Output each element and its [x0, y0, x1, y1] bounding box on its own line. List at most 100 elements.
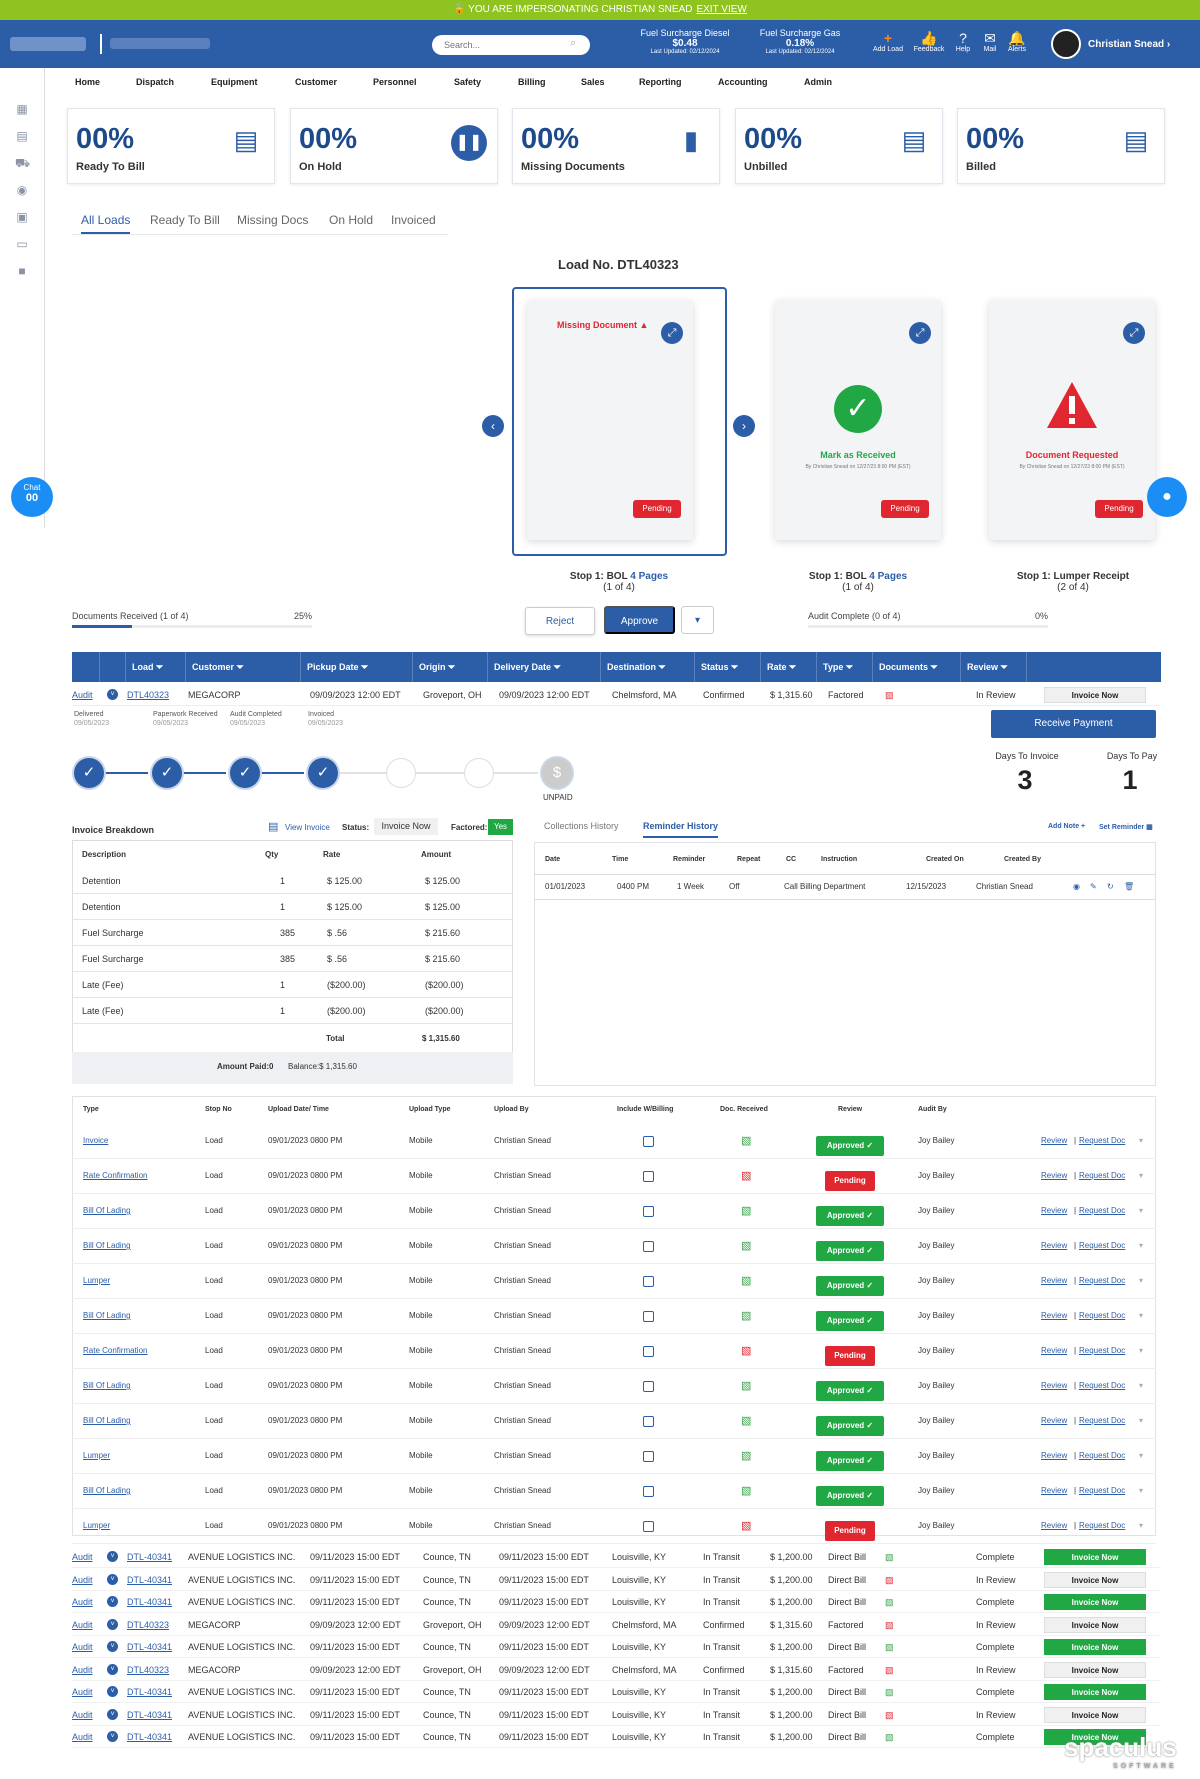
load-link[interactable]: DTL-40341 — [127, 1552, 173, 1562]
filter-icon[interactable]: ⏷ — [1000, 662, 1008, 672]
review-link[interactable]: Review — [1041, 1206, 1068, 1215]
chevron-down-icon[interactable]: ▾ — [1139, 1276, 1144, 1285]
doc-received-icon[interactable]: ▧ — [741, 1345, 752, 1357]
alerts-button[interactable]: 🔔 Alerts — [999, 30, 1035, 53]
list-item[interactable]: Bill Of Lading Load 09/01/2023 0800 PM Mobi… — [72, 1404, 1156, 1439]
briefcase-icon[interactable]: ■ — [18, 264, 26, 278]
chevron-down-icon[interactable]: ▾ — [1139, 1521, 1144, 1530]
doc-received-icon[interactable]: ▧ — [741, 1450, 752, 1462]
list-item[interactable]: Invoice Load 09/01/2023 0800 PM Mobile Chris… — [72, 1124, 1156, 1159]
table-row[interactable]: Audit ˅ DTL-40341 AVENUE LOGISTICS INC. 09/1… — [72, 1569, 1161, 1591]
tab-missing-docs[interactable]: Missing Docs — [237, 213, 309, 227]
expand-row-icon[interactable]: ˅ — [107, 1573, 118, 1585]
table-row[interactable]: Audit ˅ DTL40323 MEGACORP 09/09/2023 12:00 E… — [72, 1614, 1161, 1636]
doc-received-icon[interactable]: ▧ — [741, 1415, 752, 1427]
chevron-down-icon[interactable]: ▾ — [1139, 1346, 1144, 1355]
review-link[interactable]: Review — [1041, 1276, 1068, 1285]
expand-row-icon[interactable]: ˅ — [107, 1641, 118, 1652]
list-item[interactable]: Bill Of Lading Load 09/01/2023 0800 PM Mobi… — [72, 1194, 1156, 1229]
filter-icon[interactable]: ⏷ — [845, 662, 854, 672]
user-icon[interactable]: ◉ — [16, 183, 28, 197]
review-link[interactable]: Review — [1041, 1381, 1068, 1390]
doc-received-icon[interactable]: ▧ — [741, 1380, 752, 1392]
load-link[interactable]: DTL-40341 — [127, 1687, 173, 1697]
doc-type-link[interactable]: Rate Confirmation — [83, 1346, 148, 1355]
invoice-now-button[interactable]: Invoice Now — [1044, 1549, 1146, 1565]
set-reminder-link[interactable]: Set Reminder ▦ — [1099, 823, 1153, 831]
request-doc-link[interactable]: Request Doc — [1079, 1136, 1126, 1145]
audit-link[interactable]: Audit — [72, 1709, 93, 1720]
expand-row-icon[interactable]: ˅ — [107, 1551, 118, 1562]
expand-row-icon[interactable]: ˅ — [107, 1708, 118, 1720]
review-link[interactable]: Review — [1041, 1241, 1068, 1250]
request-doc-link[interactable]: Request Doc — [1079, 1486, 1126, 1495]
load-link[interactable]: DTL-40341 — [127, 1709, 173, 1720]
include-billing-checkbox[interactable] — [643, 1381, 654, 1392]
include-billing-checkbox[interactable] — [643, 1206, 654, 1217]
pdf-icon[interactable]: ▧ — [885, 1642, 894, 1652]
prev-arrow-icon[interactable]: ‹ — [482, 415, 504, 437]
user-menu[interactable]: Christian Snead › — [1088, 39, 1171, 50]
expand-row-icon[interactable]: ˅ — [107, 1686, 118, 1697]
approve-button[interactable]: Approve — [604, 606, 675, 634]
next-arrow-icon[interactable]: › — [733, 415, 755, 437]
expand-row-icon[interactable]: ˅ — [107, 1618, 118, 1630]
header-type[interactable]: Type ⏷ — [816, 652, 872, 682]
filter-icon[interactable]: ⏷ — [930, 662, 938, 672]
header-review[interactable]: Review ⏷ — [960, 652, 1026, 682]
document-card[interactable]: ⤢ Document Requested By Christian Snead … — [989, 300, 1155, 540]
search-input[interactable] — [432, 35, 590, 55]
table-row[interactable]: Audit ˅ DTL-40341 AVENUE LOGISTICS INC. 09/1… — [72, 1681, 1161, 1703]
nav-customer[interactable]: Customer — [295, 77, 338, 87]
pdf-icon[interactable]: ▧ — [885, 1574, 894, 1585]
request-doc-link[interactable]: Request Doc — [1079, 1311, 1126, 1320]
list-item[interactable]: Lumper Load 09/01/2023 0800 PM Mobile Christ… — [72, 1509, 1156, 1544]
chevron-down-icon[interactable]: ▾ — [1139, 1486, 1144, 1495]
audit-link[interactable]: Audit — [72, 690, 93, 700]
truck-icon[interactable]: ⛟ — [15, 156, 31, 170]
invoice-now-button[interactable]: Invoice Now — [1044, 1616, 1146, 1633]
expand-row-icon[interactable]: ˅ — [107, 1663, 118, 1675]
request-doc-link[interactable]: Request Doc — [1079, 1521, 1126, 1530]
pdf-icon[interactable]: ▧ — [885, 1619, 894, 1630]
chevron-down-icon[interactable]: ▾ — [1139, 1416, 1144, 1425]
doc-type-link[interactable]: Lumper — [83, 1276, 111, 1285]
doc-received-icon[interactable]: ▧ — [741, 1170, 752, 1182]
tab-ready-to-bill[interactable]: Ready To Bill — [150, 213, 220, 227]
load-link[interactable]: DTL-40341 — [127, 1732, 173, 1742]
invoice-now-button[interactable]: Invoice Now — [1044, 1639, 1146, 1655]
kpi-unbilled[interactable]: 00% Unbilled ▤ — [735, 108, 943, 184]
audit-link[interactable]: Audit — [72, 1732, 93, 1742]
expand-icon[interactable]: ⤢ — [1123, 322, 1145, 344]
include-billing-checkbox[interactable] — [643, 1521, 654, 1532]
include-billing-checkbox[interactable] — [643, 1241, 654, 1252]
filter-icon[interactable]: ⏷ — [789, 662, 797, 672]
nav-reporting[interactable]: Reporting — [639, 77, 682, 87]
request-doc-link[interactable]: Request Doc — [1079, 1416, 1126, 1425]
doc-type-link[interactable]: Invoice — [83, 1136, 109, 1145]
doc-type-link[interactable]: Bill Of Lading — [83, 1416, 131, 1425]
chat-widget[interactable]: Chat 00 — [11, 477, 53, 517]
invoice-now-button[interactable]: Invoice Now — [1044, 1729, 1146, 1745]
kpi-billed[interactable]: 00% Billed ▤ — [957, 108, 1165, 184]
doc-type-link[interactable]: Lumper — [83, 1451, 111, 1460]
filter-icon[interactable]: ⏷ — [361, 662, 369, 672]
header-rate[interactable]: Rate ⏷ — [760, 652, 816, 682]
stop-pages-link[interactable]: 4 Pages — [869, 571, 908, 582]
refresh-icon[interactable]: ↻ — [1107, 882, 1114, 891]
chevron-down-icon[interactable]: ▾ — [1139, 1451, 1144, 1460]
expand-row-icon[interactable]: ˅ — [107, 1596, 118, 1607]
review-link[interactable]: Review — [1041, 1486, 1068, 1495]
load-link[interactable]: DTL40323 — [127, 1619, 170, 1630]
review-link[interactable]: Review — [1041, 1136, 1068, 1145]
pdf-icon[interactable]: ▧ — [885, 690, 894, 700]
request-doc-link[interactable]: Request Doc — [1079, 1276, 1126, 1285]
table-row[interactable]: Audit ˅ DTL-40341 AVENUE LOGISTICS INC. 09/1… — [72, 1636, 1161, 1658]
audit-link[interactable]: Audit — [72, 1642, 93, 1652]
list-item[interactable]: Bill Of Lading Load 09/01/2023 0800 PM Mobi… — [72, 1474, 1156, 1509]
request-doc-link[interactable]: Request Doc — [1079, 1206, 1126, 1215]
doc-received-icon[interactable]: ▧ — [741, 1520, 752, 1532]
review-link[interactable]: Review — [1041, 1346, 1068, 1355]
expand-row-icon[interactable]: ˅ — [107, 689, 118, 700]
add-load-button[interactable]: + Add Load — [870, 30, 906, 53]
